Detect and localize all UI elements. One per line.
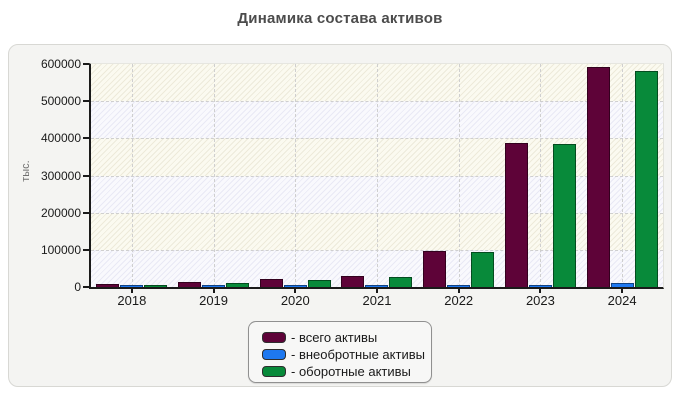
y-tick-label: 300000 [40, 168, 81, 183]
legend-swatch-current [262, 365, 286, 377]
bar-current-2022 [471, 252, 495, 287]
y-tick-mark [83, 137, 89, 140]
legend-item-label: - оборотные активы [291, 363, 411, 379]
bar-total-2024 [586, 66, 610, 287]
bar-group-2024 [581, 64, 663, 287]
bar-noncurrent-2024 [610, 283, 634, 287]
y-tick-label: 100000 [40, 242, 81, 257]
y-tick-label: 0 [74, 280, 81, 294]
legend-item: - всего активы [262, 329, 431, 345]
bar-current-2018 [144, 284, 168, 287]
legend-item: - внеобротные активы [262, 346, 431, 362]
y-tick-label: 200000 [40, 205, 81, 220]
v-gridline [377, 64, 378, 287]
bar-group-2020 [254, 64, 336, 287]
x-tick-label: 2018 [117, 293, 147, 308]
y-tick-mark [83, 248, 89, 251]
chart-title: Динамика состава активов [237, 10, 443, 27]
bar-total-2018 [96, 284, 120, 287]
y-tick-label: 600000 [40, 57, 81, 71]
x-tick-mark [376, 289, 378, 293]
x-tick-label: 2024 [607, 293, 637, 308]
bar-noncurrent-2020 [283, 285, 307, 287]
legend-swatch-noncurrent [262, 348, 286, 360]
v-gridline [213, 64, 215, 287]
legend-item-label: - внеобротные активы [291, 346, 425, 362]
legend: - всего активы - внеобротные активы - обор… [248, 321, 432, 383]
y-tick-mark [83, 174, 89, 177]
y-tick-label: 500000 [40, 94, 81, 109]
x-tick-mark [539, 289, 542, 293]
legend-swatch-total [262, 331, 286, 343]
v-gridline [540, 64, 542, 287]
bar-current-2020 [307, 279, 331, 287]
bar-noncurrent-2018 [120, 285, 144, 287]
bar-current-2019 [226, 282, 250, 287]
v-gridline [131, 64, 133, 287]
bar-noncurrent-2023 [528, 285, 552, 287]
x-tick-label: 2019 [199, 293, 229, 308]
x-tick-label: 2020 [280, 293, 310, 308]
bar-noncurrent-2019 [202, 285, 226, 287]
bar-total-2023 [504, 142, 528, 287]
x-tick-label: 2022 [444, 293, 474, 308]
bar-group-2022 [418, 64, 500, 287]
plot-area [89, 63, 664, 289]
bar-current-2024 [634, 70, 658, 287]
x-tick-label: 2021 [362, 293, 392, 308]
bar-group-2023 [500, 64, 582, 287]
v-gridline [295, 64, 297, 287]
y-tick-mark [83, 63, 89, 65]
x-tick-mark [621, 289, 624, 293]
y-tick-mark [83, 100, 89, 103]
bar-current-2023 [552, 144, 576, 287]
y-tick-label: 400000 [40, 131, 81, 146]
bar-total-2020 [259, 278, 283, 287]
x-tick-mark [457, 289, 460, 293]
legend-item: - оборотные активы [262, 363, 431, 379]
bar-total-2021 [341, 275, 365, 287]
bar-current-2021 [389, 276, 413, 287]
y-tick-mark [83, 286, 89, 288]
x-tick-mark [294, 289, 297, 293]
y-tick-mark [83, 211, 89, 214]
v-gridline [622, 64, 624, 287]
bar-group-2021 [336, 64, 418, 287]
bar-group-2019 [173, 64, 255, 287]
bar-total-2022 [423, 250, 447, 287]
bar-noncurrent-2021 [365, 285, 389, 287]
bar-total-2019 [178, 281, 202, 287]
bar-group-2018 [91, 64, 173, 287]
x-tick-mark [130, 289, 133, 293]
x-tick-mark [212, 289, 215, 293]
legend-item-label: - всего активы [291, 329, 378, 345]
bar-noncurrent-2022 [447, 285, 471, 287]
x-tick-label: 2023 [525, 293, 555, 308]
chart-panel: тыс. 0 100000 200000 300000 400000 500000 6000… [8, 44, 672, 387]
v-gridline [458, 64, 460, 287]
